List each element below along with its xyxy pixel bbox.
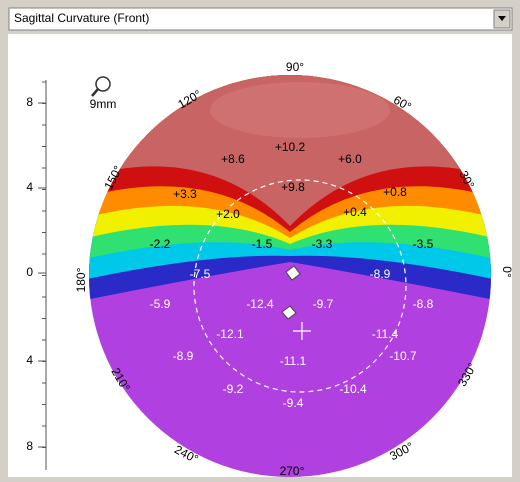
map-value: -10.7 bbox=[389, 349, 417, 363]
cross bbox=[293, 322, 311, 340]
map-value: +8.6 bbox=[221, 152, 245, 166]
scale-label: 8 bbox=[26, 95, 33, 109]
angle-label: 180° bbox=[74, 267, 88, 292]
dropdown-label: Sagittal Curvature (Front) bbox=[14, 11, 149, 25]
map-value: -12.1 bbox=[216, 327, 244, 341]
map-value: +2.0 bbox=[216, 207, 240, 221]
color-highlight bbox=[210, 82, 390, 138]
map-value: -7.5 bbox=[190, 267, 211, 281]
map-value: -9.4 bbox=[283, 396, 304, 410]
map-value: -11.4 bbox=[372, 327, 399, 341]
dropdown-arrow bbox=[498, 16, 506, 21]
map-value: -9.2 bbox=[223, 382, 244, 396]
map-value: -1.5 bbox=[252, 237, 273, 251]
map-value: -2.2 bbox=[150, 237, 171, 251]
map-value: -8.9 bbox=[173, 349, 194, 363]
zoom-icon[interactable] bbox=[95, 76, 111, 92]
zoom-label: 9mm bbox=[90, 97, 117, 111]
map-value: +9.8 bbox=[281, 180, 305, 194]
map-value: -5.9 bbox=[150, 297, 171, 311]
angle-label: 270° bbox=[280, 464, 305, 477]
dropdown[interactable] bbox=[8, 7, 513, 31]
zoom-handle bbox=[91, 88, 99, 97]
angle-label: 0° bbox=[500, 266, 514, 278]
scale-label: 8 bbox=[26, 439, 33, 453]
map-value: -12.4 bbox=[246, 297, 274, 311]
scale-label: 4 bbox=[26, 180, 33, 194]
map-value: +6.0 bbox=[338, 152, 362, 166]
markers bbox=[281, 265, 301, 320]
pupil-circle bbox=[193, 179, 407, 393]
map-value: +3.3 bbox=[173, 187, 197, 201]
map-value: -3.5 bbox=[413, 237, 434, 251]
map-value: -10.4 bbox=[339, 382, 367, 396]
map-value: +0.4 bbox=[343, 205, 367, 219]
map-value: -8.9 bbox=[370, 267, 391, 281]
angle-label: 90° bbox=[286, 60, 304, 74]
map-value: +0.8 bbox=[383, 185, 407, 199]
map-value: +10.2 bbox=[275, 140, 306, 154]
map-value: -8.8 bbox=[413, 297, 434, 311]
scale-label: 0 bbox=[26, 265, 33, 279]
scale-label: 4 bbox=[26, 353, 33, 367]
map-value: -3.3 bbox=[312, 237, 333, 251]
map-value: -11.1 bbox=[280, 354, 307, 368]
map-value: -9.7 bbox=[313, 297, 334, 311]
